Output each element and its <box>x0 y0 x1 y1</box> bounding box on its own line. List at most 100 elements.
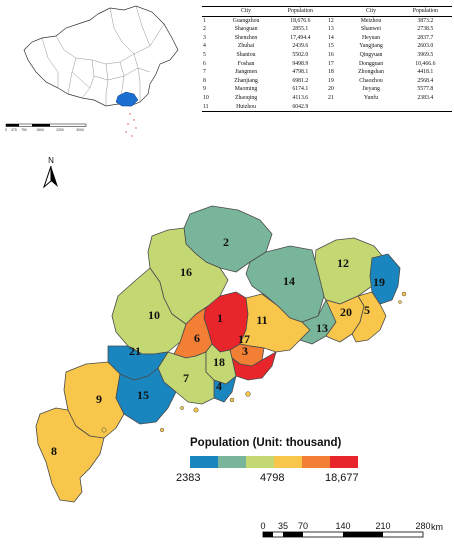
table-cell: 12 <box>327 17 334 24</box>
table-cell: 8 <box>203 77 206 84</box>
table-cell: 3969.5 <box>417 51 434 58</box>
table-cell: 9 <box>203 86 206 93</box>
city-label-6: 6 <box>194 331 200 345</box>
table-cell: Maoming <box>234 86 258 93</box>
table-cell: Shanwei <box>361 26 381 33</box>
table-cell: 6981.2 <box>292 77 309 84</box>
city-region-18 <box>205 343 237 385</box>
scale-bar: 0 35 70 140 210 280 km <box>260 521 443 538</box>
city-label-4: 4 <box>216 379 222 393</box>
table-cell: Qingyuan <box>359 51 383 58</box>
city-label-21: 21 <box>129 344 141 358</box>
city-region-16 <box>147 227 229 325</box>
scale-tick-label: 70 <box>298 521 308 531</box>
city-label-9: 9 <box>96 392 102 406</box>
legend-swatch <box>190 456 218 468</box>
city-label-13: 13 <box>316 321 328 335</box>
table-cell: 6042.9 <box>273 102 327 113</box>
table-cell: 13 <box>327 26 334 33</box>
table-cell: 10 <box>203 94 209 101</box>
table-cell: Chaozhou <box>359 77 383 84</box>
inset-scale-label: 2250 <box>56 128 64 132</box>
table-row: 2 Shaoguan 2855.1 13 Shanwei 2738.5 <box>202 25 452 34</box>
table-cell: 3 <box>203 34 206 41</box>
city-label-2: 2 <box>223 235 229 249</box>
table-cell: 4798.1 <box>292 69 309 76</box>
table-row: 10 Zhaoqing 4113.6 21 Yunfu 2383.4 <box>202 94 452 103</box>
table-cell: 4418.1 <box>417 69 434 76</box>
city-label-14: 14 <box>283 274 295 288</box>
table-cell: Yangjiang <box>359 43 383 50</box>
table-cell: 2 <box>203 26 206 33</box>
inset-scale-label: 750 <box>21 128 27 132</box>
province-lines <box>41 5 165 106</box>
city-label-8: 8 <box>51 444 57 458</box>
table-cell: 14 <box>327 34 334 41</box>
legend-min-label: 2383 <box>176 472 201 484</box>
table-cell: 18 <box>327 69 334 76</box>
china-outline <box>23 5 179 107</box>
city-region-14 <box>245 245 325 323</box>
table-header: City <box>343 6 399 17</box>
table-cell: 2738.5 <box>417 26 434 33</box>
legend-title: Population (Unit: thousand) <box>190 437 342 449</box>
table-cell: 16 <box>327 51 334 58</box>
table-row: 11 Huizhou 6042.9 <box>202 102 452 113</box>
legend-swatch <box>274 456 302 468</box>
table-header <box>326 6 344 17</box>
legend-swatch <box>330 456 358 468</box>
table-header: Population <box>273 6 327 17</box>
inset-scale-label: 1500 <box>36 128 44 132</box>
table-cell: 21 <box>327 94 334 101</box>
coastal-islands <box>101 291 407 433</box>
table-cell: Zhanjiang <box>234 77 258 84</box>
table-cell: 6174.1 <box>292 86 309 93</box>
city-region-20 <box>325 295 365 343</box>
city-region-19 <box>369 253 401 305</box>
table-cell: 6 <box>203 60 206 67</box>
table-cell: 5 <box>203 51 206 58</box>
table-cell: 10,466.6 <box>415 60 436 67</box>
table-cell: Jieyang <box>362 86 380 93</box>
table-cell: Guangzhou <box>232 17 260 24</box>
table-cell: Zhuhai <box>237 43 255 50</box>
table-cell: Foshan <box>237 60 255 67</box>
table-row: 4 Zhuhai 2439.6 15 Yangjiang 2603.0 <box>202 42 452 51</box>
population-table: City Population City Population 1 Guangzh… <box>202 6 452 113</box>
table-cell: 5502.0 <box>292 51 309 58</box>
table-row: 7 Jiangmen 4798.1 18 Zhongshan 4418.1 <box>202 68 452 77</box>
table-header <box>202 6 219 17</box>
table-cell: 2855.1 <box>292 26 309 33</box>
city-label-11: 11 <box>256 313 267 327</box>
inset-map-china: 0 375 750 1500 2250 3000 <box>5 5 179 137</box>
legend-max-label: 18,677 <box>325 472 359 484</box>
table-cell: Shaoguan <box>234 26 258 33</box>
table-cell: 9498.9 <box>292 60 309 67</box>
table-cell: 4 <box>203 43 206 50</box>
legend-swatch <box>246 456 274 468</box>
city-label-3: 3 <box>242 344 248 358</box>
legend-mid-label: 4798 <box>260 472 285 484</box>
table-cell: Shantou <box>236 51 256 58</box>
city-label-20: 20 <box>340 305 352 319</box>
table-row: 6 Foshan 9498.9 17 Dongguan 10,466.6 <box>202 60 452 69</box>
legend-swatch <box>302 456 330 468</box>
table-cell <box>398 102 452 113</box>
table-header: Population <box>398 6 452 17</box>
city-label-5: 5 <box>364 303 370 317</box>
scale-tick-label: 210 <box>375 521 390 531</box>
city-region-21 <box>107 345 169 381</box>
table-cell: 18,676.6 <box>290 17 311 24</box>
table-cell: 5577.8 <box>417 86 434 93</box>
table-cell: 19 <box>327 77 334 84</box>
city-label-16: 16 <box>180 265 192 279</box>
table-cell: 17 <box>327 60 334 67</box>
table-cell: 3873.2 <box>417 17 434 24</box>
north-label: N <box>48 156 54 165</box>
scale-tick-label: 35 <box>278 521 288 531</box>
table-cell: Zhaoqing <box>234 94 258 101</box>
inset-scale-label: 375 <box>11 128 17 132</box>
guangdong-highlight <box>115 91 139 107</box>
table-header: City <box>218 6 274 17</box>
city-label-10: 10 <box>148 308 160 322</box>
